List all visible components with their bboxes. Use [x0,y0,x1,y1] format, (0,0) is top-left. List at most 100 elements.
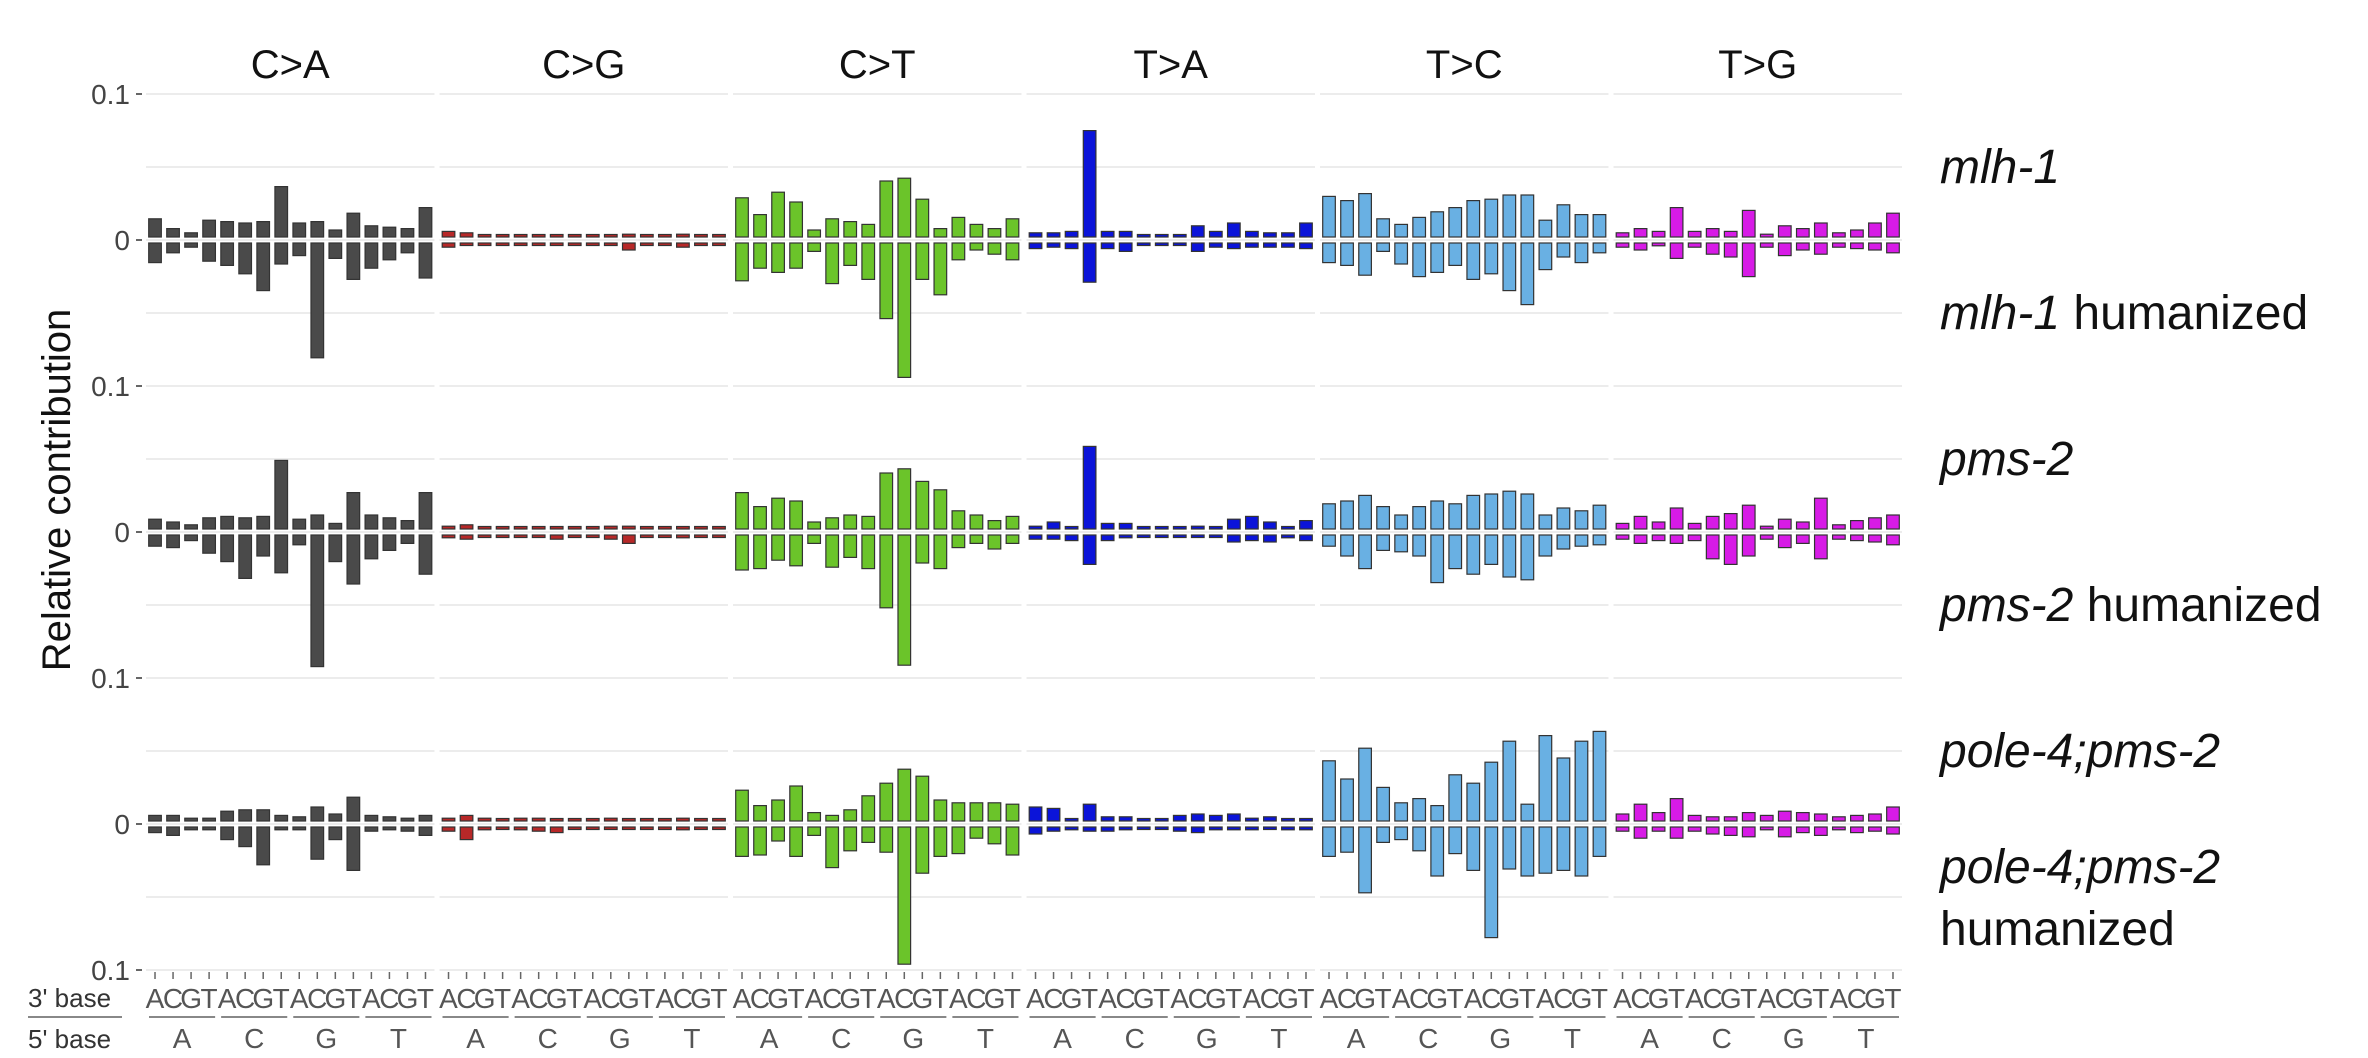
bar-down [202,534,217,554]
bar-up [148,218,162,238]
bar-down [1520,826,1535,877]
bar-down [1741,826,1756,838]
bar-down [418,826,433,836]
bar-up [382,517,397,530]
bar-down [1592,534,1607,546]
bar-down [328,242,343,259]
three-prime-base: T [1884,983,1901,1014]
bar-up [1281,817,1295,822]
bar-up [1651,230,1666,238]
bar-up [1615,813,1630,822]
three-prime-base: C [529,983,549,1014]
bar-up [1154,817,1169,822]
five-prime-base: C [1712,1023,1732,1054]
three-prime-base: G [397,983,419,1014]
bar-down [1263,534,1277,543]
five-prime-base: A [466,1023,485,1054]
three-prime-base: T [932,983,949,1014]
bar-down [843,534,858,558]
bar-down [1082,534,1097,565]
five-prime-base: G [315,1023,337,1054]
bar-up [861,795,876,822]
bar-up [1886,806,1900,822]
bar-up [1100,230,1115,238]
bar-up [843,221,858,238]
bar-down [603,242,618,247]
bar-up [364,814,379,822]
three-prime-base: C [1188,983,1208,1014]
bar-up [1136,233,1151,238]
bar-up [1430,804,1445,822]
three-prime-base: A [362,983,381,1014]
bar-down [495,242,510,247]
bar-up [310,514,325,530]
bar-down [825,534,840,568]
bar-down [1484,826,1499,939]
three-prime-base: A [583,983,602,1014]
bar-down [1850,826,1864,834]
five-prime-base: T [977,1023,994,1054]
bar-up [238,517,253,530]
bar-up [549,525,564,530]
bar-down [1028,534,1043,540]
bar-up [1574,510,1589,530]
bar-down [1046,242,1061,248]
three-prime-base: G [1205,983,1227,1014]
bar-up [771,191,785,238]
five-prime-base: A [760,1023,779,1054]
bar-down [861,534,876,570]
bar-down [256,534,271,557]
bar-up [1244,817,1259,822]
bar-up [1484,761,1499,822]
y-tick-label: 0.1 [91,371,130,402]
bar-down [951,826,966,855]
bar-up [1263,816,1277,822]
bar-down [1082,242,1097,283]
bar-down [1322,242,1336,264]
bar-down [148,242,162,264]
bar-down [1244,826,1259,831]
bar-up [256,221,271,238]
five-prime-base: C [831,1023,851,1054]
bar-down [531,826,546,832]
three-prime-base: A [146,983,165,1014]
bar-up [513,817,528,822]
three-prime-base: G [1864,983,1886,1014]
bar-up [1281,232,1295,238]
bar-up [148,518,162,530]
bar-up [1136,525,1151,530]
bar-down [1705,826,1720,835]
bar-up [274,459,289,530]
bar-down [495,534,510,539]
bar-down [1687,534,1702,542]
bar-down [1831,826,1846,831]
bar-down [1651,242,1666,247]
bar-down [1448,534,1463,570]
bar-down [148,534,162,547]
three-prime-base: A [877,983,896,1014]
bar-down [1118,242,1133,252]
row-label-down-line2: humanized [1940,903,2175,956]
bar-down [364,826,379,832]
three-prime-base: C [673,983,693,1014]
bar-down [477,534,492,539]
bar-up [1850,814,1864,822]
bar-up [1430,211,1445,238]
three-prime-base: G [618,983,640,1014]
three-prime-base: A [733,983,752,1014]
three-prime-base: A [439,983,458,1014]
bar-up [1466,200,1481,238]
bar-up [1118,230,1133,238]
three-prime-base: T [201,983,218,1014]
bar-down [1430,534,1445,584]
bar-down [1868,242,1882,251]
bar-down [789,826,804,857]
bar-up [1502,194,1517,238]
three-prime-base: A [805,983,824,1014]
bar-up [328,813,343,822]
bar-up [202,219,217,238]
bar-down [1394,826,1409,841]
bar-down [897,826,912,965]
three-prime-base: T [1153,983,1170,1014]
